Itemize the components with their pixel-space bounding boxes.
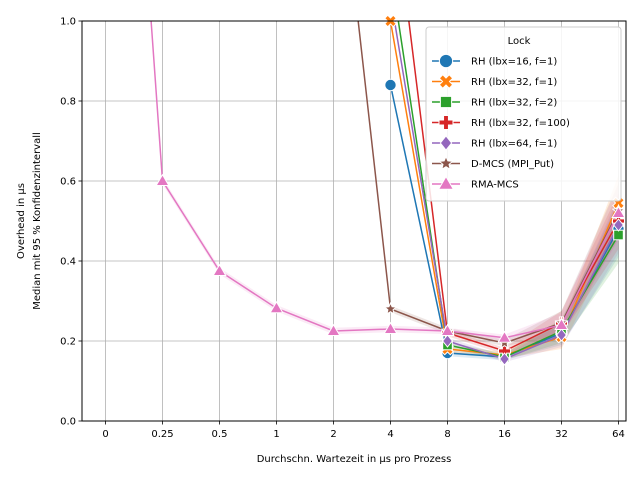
data-point-marker (611, 205, 626, 218)
data-point-marker (439, 95, 453, 109)
data-point-marker (384, 78, 397, 92)
x-tick-label: 2 (330, 429, 336, 440)
y-tick-label: 1.0 (60, 17, 76, 28)
data-point-marker (437, 175, 455, 190)
data-point-marker (212, 263, 227, 276)
data-point-marker (383, 301, 398, 315)
data-point-marker (438, 155, 454, 171)
data-point-marker (438, 74, 454, 89)
legend-entry: RH (lbx=32, f=100) (471, 118, 570, 129)
legend-entry: D-MCS (MPI_Put) (471, 159, 554, 170)
y-axis-ticks: 0.0 0.2 0.4 0.6 0.8 1.0 (60, 17, 82, 428)
x-axis-ticks: 0 0.25 0.5 1 2 4 8 16 32 64 (102, 421, 625, 440)
data-point-marker (442, 334, 453, 348)
x-tick-label: 1 (273, 429, 279, 440)
data-point-marker (269, 300, 284, 314)
series-line (357, 21, 620, 344)
y-tick-label: 0.8 (60, 97, 76, 108)
data-point-marker (497, 330, 512, 343)
plot-frame (81, 20, 627, 422)
x-axis-label: Durchschn. Wartezeit in µs pro Prozess (257, 454, 452, 465)
data-point-marker (155, 173, 170, 186)
data-point-marker (499, 352, 510, 366)
x-tick-label: 8 (444, 429, 450, 440)
y-axis-label-line2: Median mit 95 % Konfidenzintervall (32, 132, 43, 310)
y-axis-label-line1: Overhead in µs (16, 183, 27, 259)
x-tick-label: 0 (102, 429, 108, 440)
data-point-marker (383, 321, 398, 334)
data-point-marker (439, 135, 453, 151)
data-point-marker (326, 323, 341, 336)
y-tick-label: 0.0 (60, 417, 76, 428)
y-tick-label: 0.4 (60, 257, 76, 268)
y-tick-label: 0.6 (60, 177, 76, 188)
data-point-marker (613, 218, 624, 232)
x-tick-label: 16 (498, 429, 511, 440)
legend-items: RH (lbx=16, f=1) RH (lbx=32, f=1) RH (lbx=… (432, 53, 570, 191)
confidence-bands (151, 21, 619, 363)
legend-entry: RH (lbx=64, f=1) (471, 139, 557, 150)
x-tick-label: 64 (612, 429, 625, 440)
x-tick-label: 0.25 (151, 429, 173, 440)
legend: Lock RH (lbx=16, f=1)RH (lbx=32, f=1)RH … (425, 26, 622, 202)
confidence-band (151, 21, 619, 341)
x-tick-label: 32 (555, 429, 568, 440)
legend-box (425, 26, 622, 202)
legend-entry: RH (lbx=32, f=2) (471, 98, 557, 109)
y-tick-label: 0.2 (60, 337, 76, 348)
data-point-marker (440, 323, 455, 336)
data-point-marker (554, 317, 569, 330)
data-point-marker (556, 328, 567, 342)
legend-title: Lock (508, 36, 531, 47)
legend-entry: RH (lbx=16, f=1) (471, 57, 557, 68)
data-point-marker (438, 115, 454, 130)
legend-entry: RH (lbx=32, f=1) (471, 77, 557, 88)
data-point-marker (438, 53, 454, 69)
series-line (150, 21, 620, 339)
x-tick-label: 0.5 (212, 429, 228, 440)
series-markers (155, 14, 626, 366)
legend-entry: RMA-MCS (471, 180, 519, 191)
x-tick-label: 4 (387, 429, 393, 440)
